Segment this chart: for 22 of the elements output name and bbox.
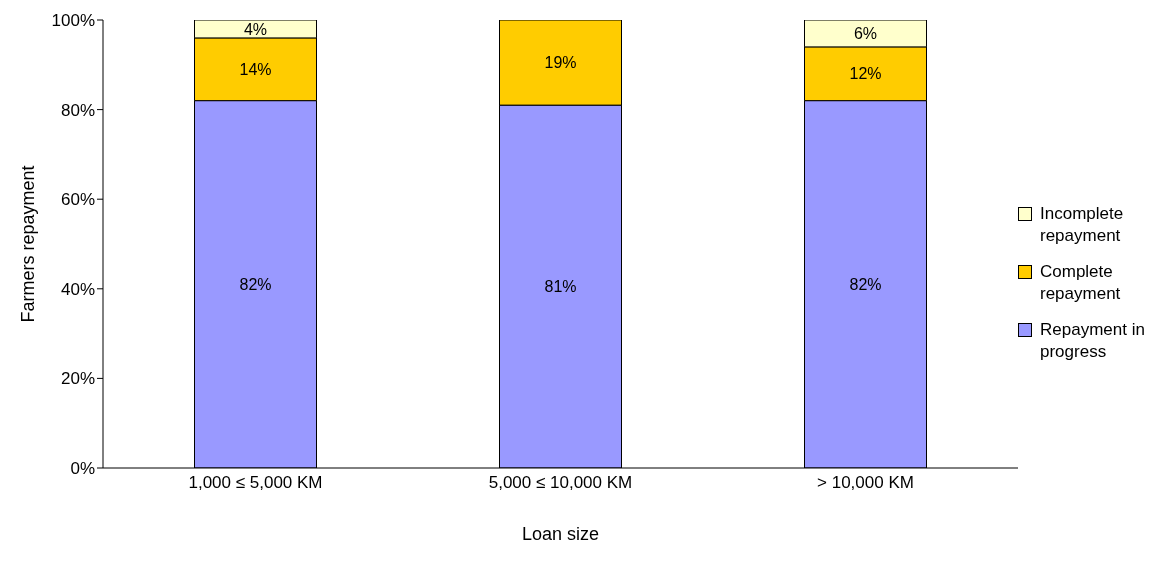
legend-label: Repayment in progress xyxy=(1040,319,1146,363)
data-label: 81% xyxy=(544,278,577,296)
data-label: 6% xyxy=(853,25,878,43)
data-label: 19% xyxy=(544,54,577,72)
legend-label: Incomplete repayment xyxy=(1040,203,1125,247)
data-label: 12% xyxy=(849,65,882,83)
x-axis-title: Loan size xyxy=(521,524,600,544)
x-tick-label: 1,000 ≤ 5,000 KM xyxy=(188,473,323,493)
data-label: 82% xyxy=(239,276,272,293)
x-tick-label: > 10,000 KM xyxy=(817,473,914,493)
x-tick-label: 5,000 ≤ 10,000 KM xyxy=(488,473,633,493)
data-label: 14% xyxy=(239,60,272,78)
y-axis-title: Farmers repayment xyxy=(18,165,39,323)
y-tick-label: 80% xyxy=(60,100,95,120)
legend-label: Complete repayment xyxy=(1040,261,1122,305)
y-tick-label: 20% xyxy=(60,369,95,389)
y-tick-label: 0% xyxy=(70,459,95,479)
data-label: 82% xyxy=(849,276,882,293)
y-tick-label: 40% xyxy=(60,279,95,299)
y-tick-label: 60% xyxy=(60,190,95,210)
y-tick-label: 100% xyxy=(51,11,95,31)
data-label: 4% xyxy=(243,20,268,38)
